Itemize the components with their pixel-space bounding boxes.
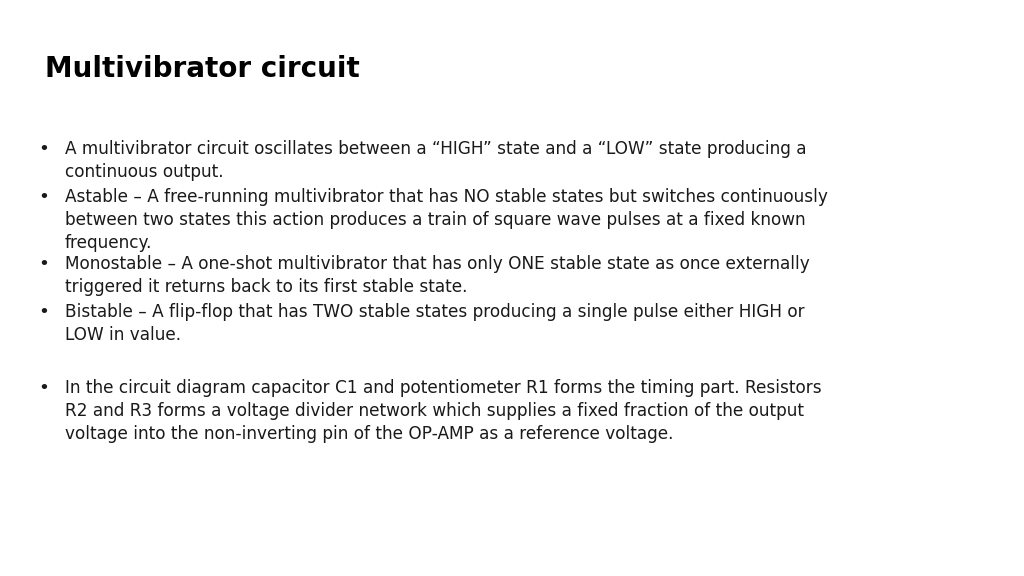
- Text: In the circuit diagram capacitor C1 and potentiometer R1 forms the timing part. : In the circuit diagram capacitor C1 and …: [65, 379, 821, 443]
- Text: •: •: [38, 140, 49, 158]
- Text: Monostable – A one-shot multivibrator that has only ONE stable state as once ext: Monostable – A one-shot multivibrator th…: [65, 255, 810, 296]
- Text: •: •: [38, 255, 49, 273]
- Text: A multivibrator circuit oscillates between a “HIGH” state and a “LOW” state prod: A multivibrator circuit oscillates betwe…: [65, 140, 807, 181]
- Text: •: •: [38, 188, 49, 206]
- Text: •: •: [38, 303, 49, 321]
- Text: Multivibrator circuit: Multivibrator circuit: [45, 55, 359, 83]
- Text: Bistable – A flip-flop that has TWO stable states producing a single pulse eithe: Bistable – A flip-flop that has TWO stab…: [65, 303, 805, 344]
- Text: Astable – A free-running multivibrator that has NO stable states but switches co: Astable – A free-running multivibrator t…: [65, 188, 827, 252]
- Text: •: •: [38, 379, 49, 397]
